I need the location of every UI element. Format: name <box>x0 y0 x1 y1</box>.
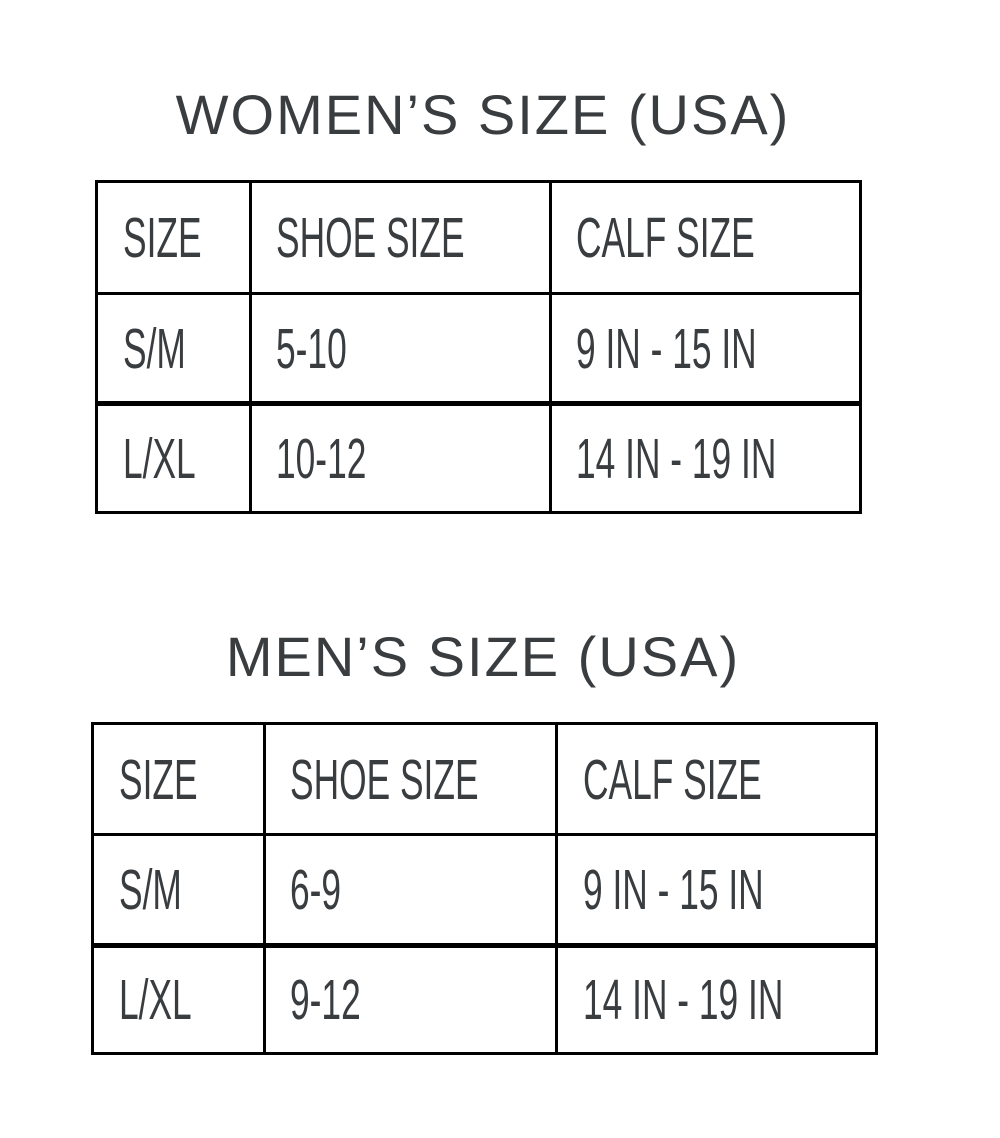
size-cell: L/XL <box>123 426 196 491</box>
shoe-size-cell: 9-12 <box>290 968 361 1032</box>
womens-size-title-text: WOMEN’S SIZE (USA) <box>175 83 791 146</box>
calf-size-cell: 14 IN - 19 IN <box>583 968 784 1032</box>
size-cell: S/M <box>119 858 182 922</box>
mens-size-table: SIZE SHOE SIZE CALF SIZE S/M 6-9 9 IN - … <box>91 722 878 1055</box>
calf-size-cell: 9 IN - 15 IN <box>576 316 757 381</box>
size-cell: S/M <box>123 316 186 381</box>
table-row: S/M 6-9 9 IN - 15 IN <box>94 836 875 944</box>
table-row: L/XL 9-12 14 IN - 19 IN <box>94 948 875 1052</box>
calf-size-cell: 14 IN - 19 IN <box>576 426 777 491</box>
mens-size-title-text: MEN’S SIZE (USA) <box>225 625 741 688</box>
header-text: CALF SIZE <box>576 206 755 270</box>
shoe-size-cell: 5-10 <box>276 316 347 381</box>
shoe-size-cell: 10-12 <box>276 426 367 491</box>
table-header-row: SIZE SHOE SIZE CALF SIZE <box>98 183 859 293</box>
header-calf-size: CALF SIZE <box>576 183 864 293</box>
header-size: SIZE <box>123 183 250 293</box>
womens-size-table: SIZE SHOE SIZE CALF SIZE S/M 5-10 9 IN -… <box>95 180 862 514</box>
shoe-size-cell: 6-9 <box>290 858 342 922</box>
header-text: SHOE SIZE <box>290 748 479 812</box>
size-cell: L/XL <box>119 968 192 1032</box>
header-shoe-size: SHOE SIZE <box>276 183 580 293</box>
table-header-row: SIZE SHOE SIZE CALF SIZE <box>94 725 875 835</box>
header-text: SIZE <box>119 748 198 812</box>
header-text: SIZE <box>123 206 202 270</box>
calf-size-cell: 9 IN - 15 IN <box>583 858 764 922</box>
womens-size-title: WOMEN’S SIZE (USA) <box>0 82 966 147</box>
mens-size-title: MEN’S SIZE (USA) <box>0 624 966 689</box>
header-text: SHOE SIZE <box>276 206 465 270</box>
table-row: L/XL 10-12 14 IN - 19 IN <box>98 406 859 511</box>
header-text: CALF SIZE <box>583 748 762 812</box>
table-row: S/M 5-10 9 IN - 15 IN <box>98 295 859 402</box>
